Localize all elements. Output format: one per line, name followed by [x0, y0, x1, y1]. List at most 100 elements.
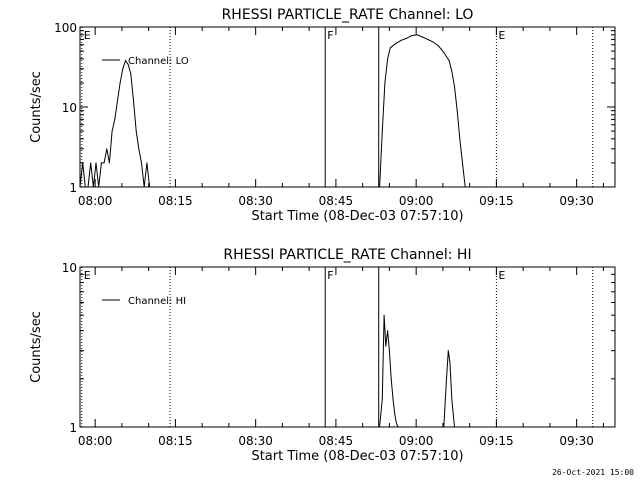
panel-1-data-point — [141, 162, 143, 164]
panel-1-data-point — [90, 162, 92, 164]
panel-1-data-point — [103, 162, 105, 164]
panel-1-data-point — [387, 58, 389, 60]
panel-2-plot-frame — [79, 266, 616, 428]
panel-2-data-point — [443, 426, 445, 428]
panel-1-data-point — [100, 162, 102, 164]
panel-1-data-point — [464, 186, 466, 188]
panel-1-data-point — [451, 70, 453, 72]
panel-1-chart-title: RHESSI PARTICLE_RATE Channel: LO — [222, 7, 474, 23]
panel-1-data-point — [432, 41, 434, 43]
panel-1-data-point — [111, 130, 113, 132]
panel-1-data-point — [149, 186, 151, 188]
panel-1-y-tick-label: 1 — [69, 181, 77, 195]
panel-2-data-point — [396, 423, 398, 425]
panel-2-data-point — [388, 350, 390, 352]
panel-1-data-point — [405, 37, 407, 39]
panel-1-x-axis-label: Start Time (08-Dec-03 07:57:10) — [251, 209, 463, 224]
panel-2-series-line — [379, 315, 399, 428]
panel-2-y-tick-label: 10 — [62, 261, 77, 275]
panel-1-data-point — [116, 100, 118, 102]
panel-1-event-marker-label: E — [84, 29, 91, 42]
panel-1-x-tick-label: 09:00 — [399, 194, 434, 208]
panel-1-data-point — [135, 130, 137, 132]
panel-1-data-point — [127, 63, 129, 65]
panel-2-event-marker-label: E — [498, 269, 505, 282]
panel-2-data-point — [379, 426, 381, 428]
panel-1-data-point — [443, 52, 445, 54]
panel-1-x-tick-label: 08:15 — [158, 194, 193, 208]
panel-1-data-point — [381, 130, 383, 132]
panel-2-x-tick-label: 09:00 — [399, 434, 434, 448]
panel-1-data-point — [456, 110, 458, 112]
panel-1-x-tick-label: 08:00 — [78, 194, 113, 208]
panel-1-data-point — [95, 162, 97, 164]
panel-1-data-point — [421, 36, 423, 38]
panel-2-data-point — [394, 413, 396, 415]
panel-1-x-tick-label: 09:30 — [559, 194, 594, 208]
panel-1-data-point — [114, 118, 116, 120]
panel-1-event-marker-label: E — [498, 29, 505, 42]
panel-2-data-point — [397, 426, 399, 428]
panel-1-data-point — [122, 68, 124, 70]
panel-2-data-point — [385, 345, 387, 347]
panel-2-data-point — [451, 398, 453, 400]
panel-1-data-point — [379, 186, 381, 188]
panel-1-data-point — [106, 148, 108, 150]
panel-2-event-marker-label: F — [327, 269, 333, 282]
panel-2-data-point — [383, 314, 385, 316]
panel-1-y-axis-label: Counts/sec — [29, 71, 44, 143]
panel-1-data-point — [448, 60, 450, 62]
panel-1-y-tick-label: 10 — [62, 101, 77, 115]
panel-1-data-point — [384, 82, 386, 84]
panel-1-x-tick-label: 08:45 — [319, 194, 354, 208]
panel-2-y-axis-label: Counts/sec — [29, 311, 44, 383]
panel-1-data-point — [130, 73, 132, 75]
timestamp-label: 26-Oct-2021 15:00 — [552, 468, 634, 477]
panel-1-x-tick-label: 09:15 — [479, 194, 514, 208]
panel-1-data-point — [133, 100, 134, 102]
panel-2-data-point — [387, 330, 389, 332]
panel-2-x-tick-label: 08:45 — [319, 434, 354, 448]
panel-1-data-point — [411, 35, 413, 37]
panel-1-data-point — [400, 39, 402, 41]
panel-1-data-point — [87, 186, 89, 188]
panel-1-data-point — [92, 186, 94, 188]
panel-2-data-point — [454, 426, 455, 428]
panel-1-data-point — [462, 162, 464, 164]
panel-2-x-tick-label: 08:00 — [78, 434, 113, 448]
panel-2-data-point — [445, 378, 447, 380]
panel-1-data-point — [389, 47, 391, 49]
panel-1-data-point — [146, 162, 148, 164]
panel-2-series-line — [443, 350, 455, 428]
panel-1-data-point — [82, 162, 84, 164]
panel-1-data-point — [437, 45, 439, 47]
panel-2-x-tick-label: 09:30 — [559, 434, 594, 448]
panel-1-data-point — [138, 148, 140, 150]
panel-2-data-point — [449, 362, 451, 364]
panel-1-x-tick-label: 08:30 — [238, 194, 273, 208]
panel-2-x-tick-label: 09:15 — [479, 434, 514, 448]
panel-1-event-marker-label: F — [327, 29, 333, 42]
panel-1-data-point — [151, 186, 153, 188]
panel-1-data-point — [459, 138, 461, 140]
panel-1-data-point — [395, 43, 397, 45]
panel-1-data-point — [119, 82, 121, 84]
panel-2-data-point — [392, 398, 394, 400]
panel-1-data-point — [454, 86, 455, 88]
panel-1-data-point — [143, 186, 145, 188]
panel-2-chart-title: RHESSI PARTICLE_RATE Channel: HI — [223, 247, 471, 263]
panel-2-data-point — [381, 398, 383, 400]
panel-2-y-tick-label: 1 — [69, 421, 77, 435]
panel-1-data-point — [98, 186, 100, 188]
panel-1-series-line — [79, 59, 153, 188]
panel-1-data-point — [427, 38, 429, 40]
panel-2-x-tick-label: 08:30 — [238, 434, 273, 448]
panel-1-series-line — [379, 34, 466, 188]
panel-2-data-point — [390, 378, 392, 380]
panel-2-x-axis-label: Start Time (08-Dec-03 07:57:10) — [251, 449, 463, 464]
panel-2-data-point — [447, 350, 449, 352]
panel-1-y-tick-label: 100 — [54, 21, 77, 35]
panel-1-legend-label: Channel: LO — [128, 56, 189, 67]
